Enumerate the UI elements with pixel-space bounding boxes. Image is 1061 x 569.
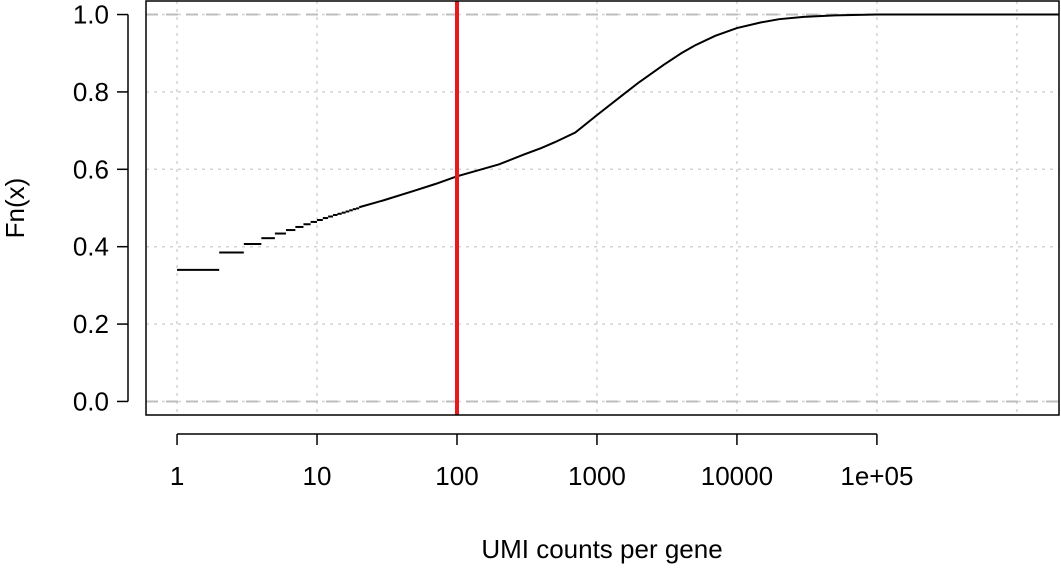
y-tick-label: 0.8 — [73, 77, 109, 107]
x-axis-title: UMI counts per gene — [481, 534, 722, 564]
ecdf-steps — [177, 207, 360, 271]
y-tick-label: 0.0 — [73, 386, 109, 416]
x-tick-label: 10 — [303, 461, 332, 491]
x-tick-label: 100 — [435, 461, 478, 491]
y-tick-label: 0.4 — [73, 232, 109, 262]
x-tick-label: 10000 — [701, 461, 773, 491]
x-tick-label: 1 — [170, 461, 184, 491]
y-axis-title: Fn(x) — [0, 178, 30, 239]
plot-frame — [145, 0, 1060, 416]
x-axis: 1 10 100 1000 10000 1e+05 — [170, 433, 913, 491]
y-tick-label: 0.6 — [73, 154, 109, 184]
x-tick-label: 1e+05 — [840, 461, 913, 491]
x-tick-label: 1000 — [568, 461, 626, 491]
y-tick-label: 0.2 — [73, 309, 109, 339]
y-axis: 0.0 0.2 0.4 0.6 0.8 1.0 — [73, 0, 129, 416]
y-tick-label: 1.0 — [73, 0, 109, 30]
